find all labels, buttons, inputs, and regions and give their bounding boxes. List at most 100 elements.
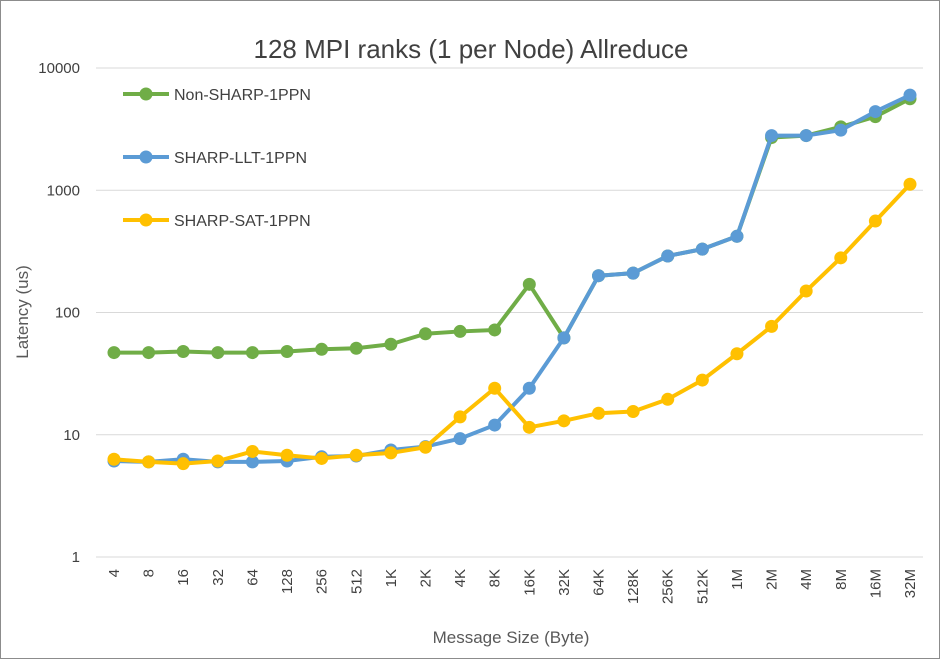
data-point: [349, 448, 363, 462]
x-tick-label: 16: [175, 569, 192, 586]
data-point: [107, 346, 121, 360]
data-point: [176, 457, 190, 471]
data-point: [488, 381, 502, 395]
data-point: [142, 346, 156, 360]
data-point: [280, 344, 294, 358]
x-tick-label: 64: [244, 569, 261, 586]
data-point: [522, 420, 536, 434]
x-axis-title: Message Size (Byte): [433, 628, 590, 647]
y-tick-label: 1: [72, 549, 80, 566]
data-point: [107, 452, 121, 466]
x-tick-label: 8M: [833, 569, 850, 590]
x-tick-label: 128K: [625, 569, 642, 604]
data-point: [626, 266, 640, 280]
data-point: [903, 88, 917, 102]
data-point: [522, 381, 536, 395]
x-tick-label: 4M: [798, 569, 815, 590]
legend-label: SHARP-SAT-1PPN: [174, 213, 311, 230]
y-axis-title: Latency (us): [13, 265, 32, 359]
data-point: [488, 418, 502, 432]
x-tick-label: 4: [106, 569, 123, 577]
x-tick-label: 32K: [556, 569, 573, 596]
data-point: [315, 342, 329, 356]
data-point: [799, 129, 813, 143]
x-tick-label: 4K: [452, 569, 469, 587]
data-point: [695, 242, 709, 256]
data-point: [868, 105, 882, 119]
x-tick-label: 1M: [729, 569, 746, 590]
data-point: [557, 331, 571, 345]
data-point: [245, 455, 259, 469]
data-point: [557, 414, 571, 428]
data-point: [626, 404, 640, 418]
data-point: [868, 214, 882, 228]
data-point: [834, 123, 848, 137]
data-point: [211, 454, 225, 468]
x-tick-label: 8: [141, 569, 158, 577]
data-point: [418, 327, 432, 341]
data-point: [176, 344, 190, 358]
data-point: [453, 432, 467, 446]
legend-entry: Non-SHARP-1PPN: [123, 87, 311, 104]
data-point: [903, 177, 917, 191]
data-point: [280, 448, 294, 462]
data-point: [592, 406, 606, 420]
legend-entry: SHARP-LLT-1PPN: [123, 150, 307, 167]
x-tick-label: 512K: [694, 569, 711, 604]
data-point: [349, 341, 363, 355]
data-point: [765, 129, 779, 143]
x-axis-ticks: 4 8 16 32 64 128 256 512 1K 2K 4K 8K 16K 32K 64K 128K 25…: [106, 569, 919, 604]
x-tick-label: 8K: [487, 569, 504, 587]
x-tick-label: 512: [348, 569, 365, 594]
data-point: [799, 284, 813, 298]
y-axis-ticks: 1 10 100 1000 10000: [38, 60, 80, 566]
chart-title: 128 MPI ranks (1 per Node) Allreduce: [254, 34, 689, 64]
y-tick-label: 1000: [47, 182, 80, 199]
x-tick-label: 256: [314, 569, 331, 594]
data-point: [730, 229, 744, 243]
data-point: [453, 410, 467, 424]
data-point: [765, 319, 779, 333]
data-point: [384, 337, 398, 351]
data-point: [834, 251, 848, 265]
data-point: [315, 451, 329, 465]
data-point: [418, 440, 432, 454]
legend-label: Non-SHARP-1PPN: [174, 87, 311, 104]
legend: Non-SHARP-1PPN SHARP-LLT-1PPN SHARP-SAT-1P…: [123, 87, 311, 230]
y-tick-label: 100: [55, 305, 80, 322]
series-lines: [107, 88, 917, 471]
series-sharp-llt-1ppn: [107, 88, 917, 469]
data-point: [592, 269, 606, 283]
y-tick-label: 10: [63, 427, 80, 444]
data-point: [453, 324, 467, 338]
data-point: [522, 277, 536, 291]
data-point: [211, 346, 225, 360]
x-tick-label: 16M: [867, 569, 884, 598]
legend-entry: SHARP-SAT-1PPN: [123, 213, 311, 230]
series-sharp-sat-1ppn: [107, 177, 917, 471]
legend-marker: [139, 150, 153, 164]
legend-marker: [139, 87, 153, 101]
x-tick-label: 64K: [591, 569, 608, 596]
data-point: [695, 373, 709, 387]
y-tick-label: 10000: [38, 60, 80, 77]
x-tick-label: 16K: [521, 569, 538, 596]
x-tick-label: 1K: [383, 569, 400, 587]
data-point: [661, 249, 675, 263]
x-tick-label: 32: [210, 569, 227, 586]
x-tick-label: 2M: [764, 569, 781, 590]
legend-marker: [139, 213, 153, 227]
data-point: [730, 347, 744, 361]
data-point: [245, 444, 259, 458]
data-point: [661, 392, 675, 406]
x-tick-label: 2K: [417, 569, 434, 587]
x-tick-label: 256K: [660, 569, 677, 604]
data-point: [384, 446, 398, 460]
x-tick-label: 32M: [902, 569, 919, 598]
data-point: [488, 323, 502, 337]
data-point: [245, 346, 259, 360]
legend-label: SHARP-LLT-1PPN: [174, 150, 307, 167]
data-point: [142, 455, 156, 469]
